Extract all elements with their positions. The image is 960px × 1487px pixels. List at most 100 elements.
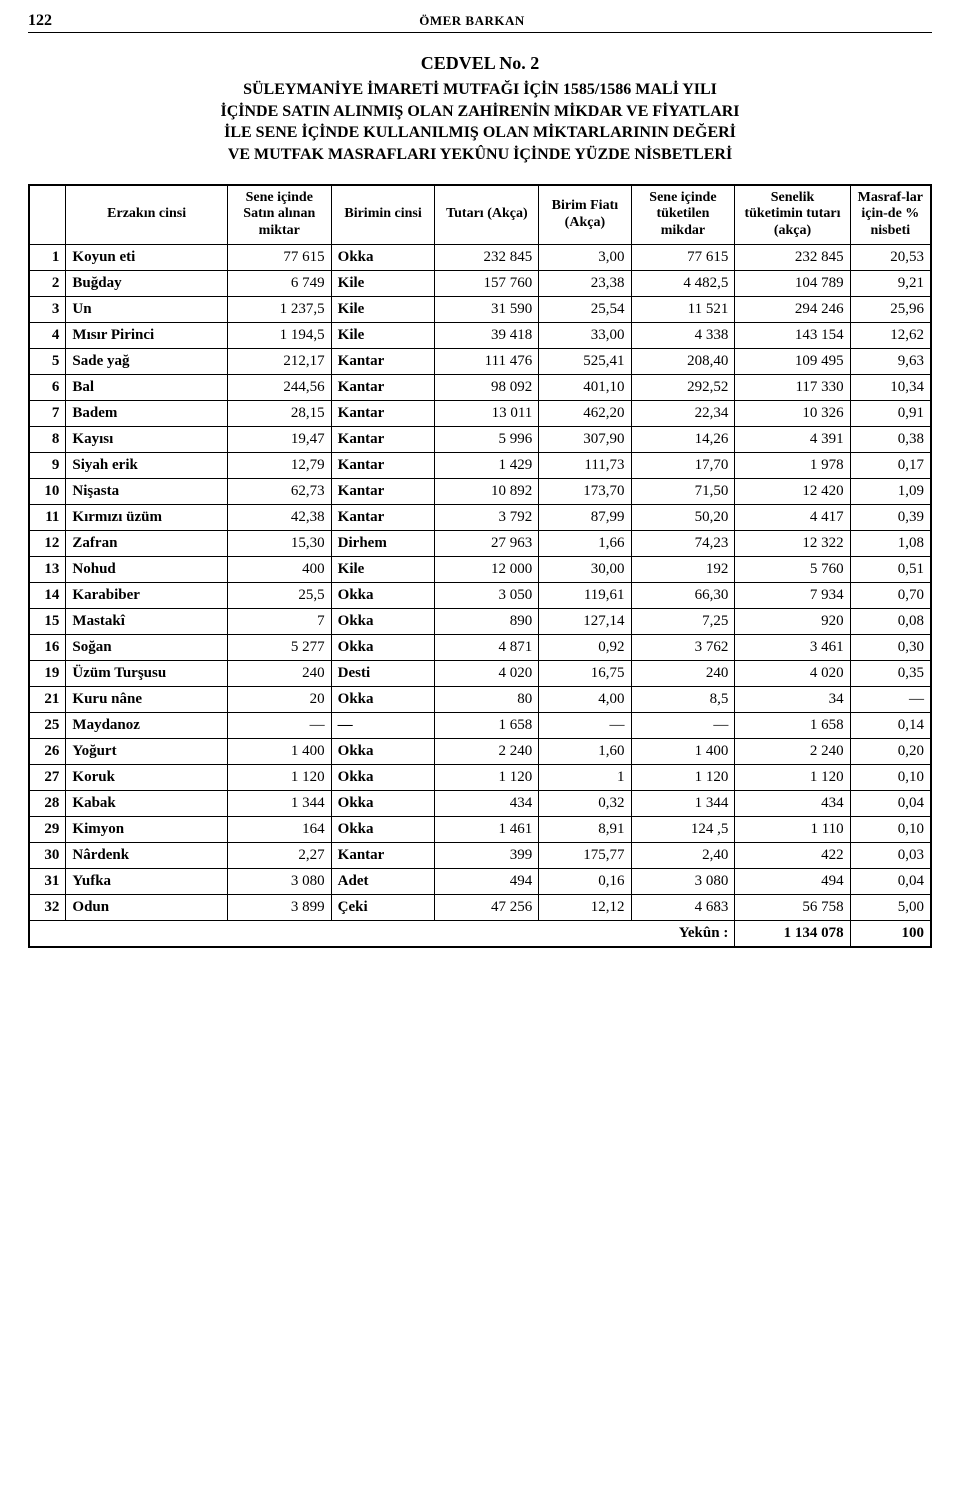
row-tutari: 10 892 <box>435 479 539 505</box>
row-tuk: 192 <box>631 557 735 583</box>
total-row: Yekûn : 1 134 078 100 <box>29 921 931 948</box>
row-miktar: 28,15 <box>227 401 331 427</box>
row-sen: 4 417 <box>735 505 850 531</box>
col-header-fiat: Birim Fiatı (Akça) <box>539 185 631 245</box>
row-fiat: 401,10 <box>539 375 631 401</box>
row-tutari: 2 240 <box>435 739 539 765</box>
row-index: 30 <box>29 843 66 869</box>
row-name: Kimyon <box>66 817 227 843</box>
row-nisb: 25,96 <box>850 297 931 323</box>
col-header-index <box>29 185 66 245</box>
row-miktar: 1 194,5 <box>227 323 331 349</box>
row-sen: 1 658 <box>735 713 850 739</box>
table-row: 25Maydanoz——1 658——1 6580,14 <box>29 713 931 739</box>
row-sen: 56 758 <box>735 895 850 921</box>
row-tutari: 1 429 <box>435 453 539 479</box>
row-fiat: 1,60 <box>539 739 631 765</box>
row-tutari: 5 996 <box>435 427 539 453</box>
row-index: 27 <box>29 765 66 791</box>
row-miktar: 12,79 <box>227 453 331 479</box>
row-miktar: 6 749 <box>227 271 331 297</box>
table-row: 14Karabiber25,5Okka3 050119,6166,307 934… <box>29 583 931 609</box>
table-body: 1Koyun eti77 615Okka232 8453,0077 615232… <box>29 245 931 921</box>
row-miktar: 1 120 <box>227 765 331 791</box>
row-index: 26 <box>29 739 66 765</box>
cedvel-number: CEDVEL No. 2 <box>48 51 912 75</box>
row-name: Odun <box>66 895 227 921</box>
row-index: 21 <box>29 687 66 713</box>
row-birim: Okka <box>331 583 435 609</box>
row-birim: Kile <box>331 271 435 297</box>
row-fiat: 0,92 <box>539 635 631 661</box>
row-tuk: 3 080 <box>631 869 735 895</box>
row-name: Kabak <box>66 791 227 817</box>
table-row: 9Siyah erik12,79Kantar1 429111,7317,701 … <box>29 453 931 479</box>
row-tutari: 890 <box>435 609 539 635</box>
row-name: Zafran <box>66 531 227 557</box>
header-row: Erzakın cinsi Sene içinde Satın alınan m… <box>29 185 931 245</box>
col-header-tutari: Tutarı (Akça) <box>435 185 539 245</box>
row-tutari: 399 <box>435 843 539 869</box>
row-nisb: 0,08 <box>850 609 931 635</box>
row-tuk: — <box>631 713 735 739</box>
row-sen: 1 110 <box>735 817 850 843</box>
row-index: 19 <box>29 661 66 687</box>
row-tuk: 1 400 <box>631 739 735 765</box>
row-tuk: 1 120 <box>631 765 735 791</box>
row-sen: 4 020 <box>735 661 850 687</box>
row-tuk: 4 338 <box>631 323 735 349</box>
table-row: 1Koyun eti77 615Okka232 8453,0077 615232… <box>29 245 931 271</box>
row-fiat: — <box>539 713 631 739</box>
row-fiat: 8,91 <box>539 817 631 843</box>
row-birim: Çeki <box>331 895 435 921</box>
row-tuk: 7,25 <box>631 609 735 635</box>
row-birim: Okka <box>331 765 435 791</box>
table-row: 19Üzüm Turşusu240Desti4 02016,752404 020… <box>29 661 931 687</box>
row-miktar: 164 <box>227 817 331 843</box>
row-birim: Kantar <box>331 349 435 375</box>
table-row: 26Yoğurt1 400Okka2 2401,601 4002 2400,20 <box>29 739 931 765</box>
row-fiat: 87,99 <box>539 505 631 531</box>
row-tuk: 22,34 <box>631 401 735 427</box>
row-name: Yoğurt <box>66 739 227 765</box>
row-tutari: 1 120 <box>435 765 539 791</box>
row-sen: 422 <box>735 843 850 869</box>
row-name: Nârdenk <box>66 843 227 869</box>
row-birim: Kantar <box>331 843 435 869</box>
row-fiat: 307,90 <box>539 427 631 453</box>
table-row: 12Zafran15,30Dirhem27 9631,6674,2312 322… <box>29 531 931 557</box>
total-nisb: 100 <box>850 921 931 948</box>
row-tuk: 8,5 <box>631 687 735 713</box>
row-sen: 1 120 <box>735 765 850 791</box>
title-line-1: SÜLEYMANİYE İMARETİ MUTFAĞI İÇİN 1585/15… <box>48 79 912 101</box>
row-tutari: 157 760 <box>435 271 539 297</box>
title-line-2: İÇİNDE SATIN ALINMIŞ OLAN ZAHİRENİN MİKD… <box>48 101 912 123</box>
row-name: Mastakî <box>66 609 227 635</box>
author-name: ÖMER BARKAN <box>419 13 525 29</box>
title-line-4: VE MUTFAK MASRAFLARI YEKÛNU İÇİNDE YÜZDE… <box>48 144 912 166</box>
row-fiat: 462,20 <box>539 401 631 427</box>
row-tuk: 77 615 <box>631 245 735 271</box>
row-sen: 12 420 <box>735 479 850 505</box>
row-birim: Okka <box>331 687 435 713</box>
row-fiat: 16,75 <box>539 661 631 687</box>
row-nisb: 5,00 <box>850 895 931 921</box>
row-tutari: 434 <box>435 791 539 817</box>
row-index: 13 <box>29 557 66 583</box>
row-sen: 5 760 <box>735 557 850 583</box>
table-row: 31Yufka3 080Adet4940,163 0804940,04 <box>29 869 931 895</box>
row-fiat: 0,16 <box>539 869 631 895</box>
row-name: Sade yağ <box>66 349 227 375</box>
table-row: 11Kırmızı üzüm42,38Kantar3 79287,9950,20… <box>29 505 931 531</box>
row-nisb: 0,30 <box>850 635 931 661</box>
row-index: 5 <box>29 349 66 375</box>
table-foot: Yekûn : 1 134 078 100 <box>29 921 931 948</box>
row-birim: Kantar <box>331 375 435 401</box>
row-sen: 12 322 <box>735 531 850 557</box>
col-header-miktar: Sene içinde Satın alınan miktar <box>227 185 331 245</box>
row-nisb: 0,91 <box>850 401 931 427</box>
row-index: 29 <box>29 817 66 843</box>
row-name: Badem <box>66 401 227 427</box>
row-birim: Okka <box>331 635 435 661</box>
row-nisb: — <box>850 687 931 713</box>
